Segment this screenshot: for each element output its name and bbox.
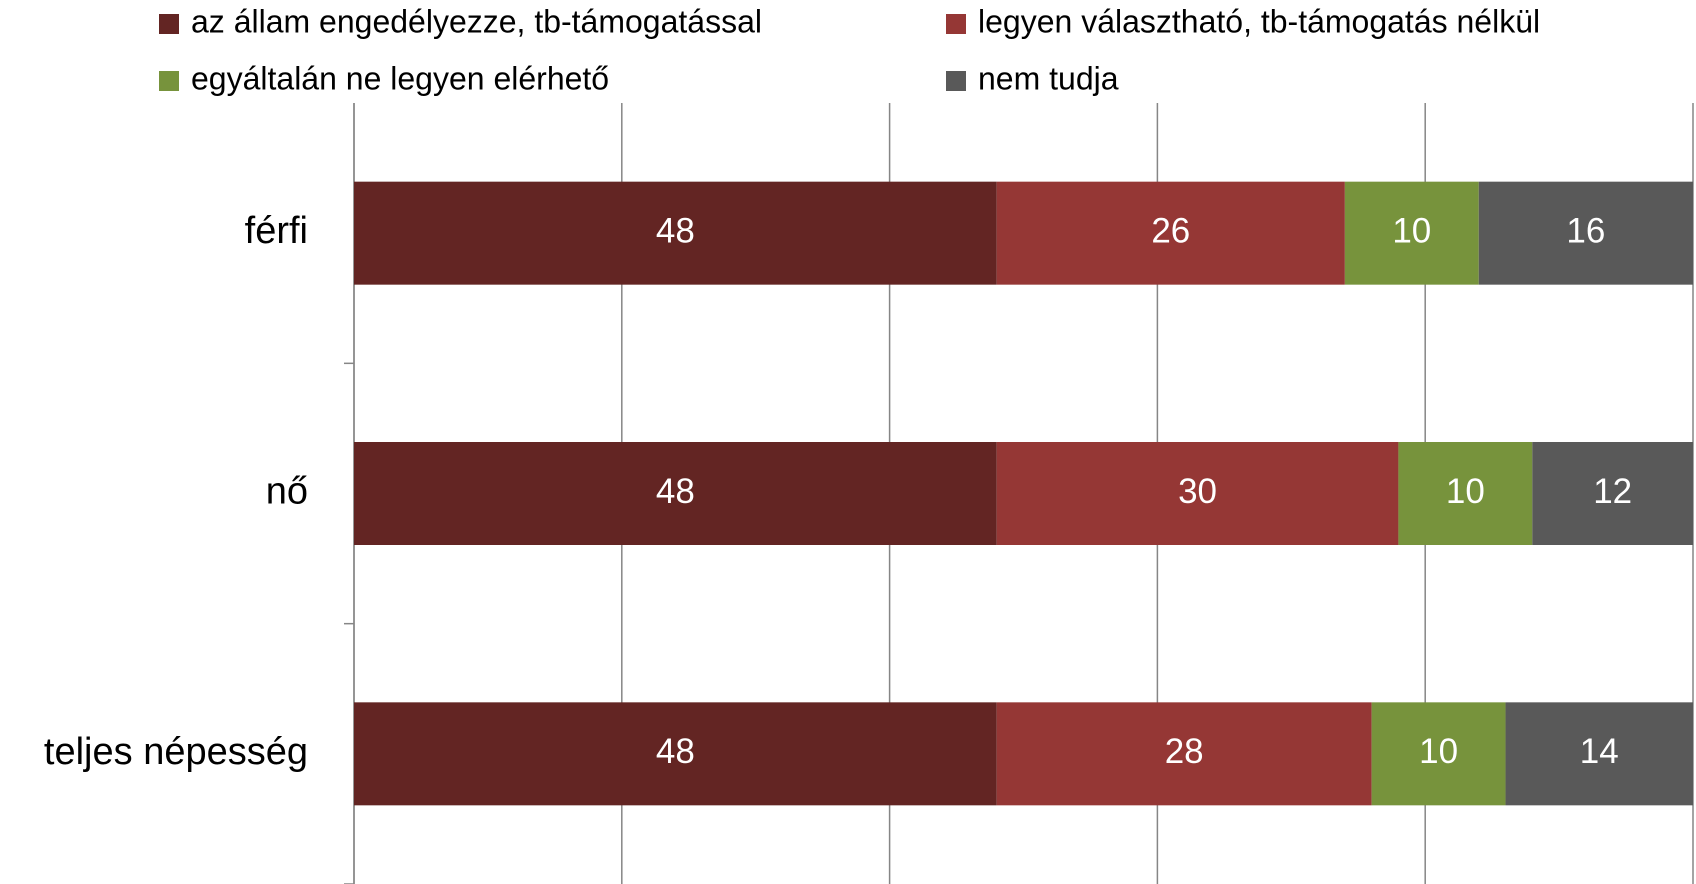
value-label: 30 — [1178, 472, 1217, 511]
value-label: 48 — [656, 211, 695, 250]
bar — [1371, 702, 1506, 806]
value-label: 14 — [1580, 732, 1619, 771]
value-label: 12 — [1593, 472, 1632, 511]
bar — [354, 442, 997, 545]
legend-label: nem tudja — [978, 60, 1119, 96]
legend-swatch — [946, 14, 966, 34]
value-label: 26 — [1151, 211, 1190, 250]
bar — [1398, 442, 1533, 545]
y-tick-label: férfi — [245, 210, 308, 252]
bar — [996, 181, 1345, 285]
bar — [354, 181, 997, 285]
bar — [996, 702, 1372, 806]
value-label: 28 — [1165, 732, 1204, 771]
y-tick-label: teljes népesség — [44, 731, 308, 773]
value-label: 10 — [1392, 211, 1431, 250]
value-label: 16 — [1566, 211, 1605, 250]
legend-label: legyen választható, tb-támogatás nélkül — [978, 3, 1540, 39]
bar — [1532, 442, 1693, 545]
value-label: 10 — [1446, 472, 1485, 511]
bar — [1505, 702, 1693, 806]
value-label: 48 — [656, 732, 695, 771]
legend-label: az állam engedélyezze, tb-támogatással — [191, 3, 762, 39]
value-label: 48 — [656, 472, 695, 511]
value-label: 10 — [1419, 732, 1458, 771]
legend-swatch — [159, 71, 179, 91]
y-tick-label: nő — [266, 471, 308, 513]
legend-swatch — [159, 14, 179, 34]
bar — [354, 702, 997, 806]
bar — [996, 442, 1399, 545]
legend-swatch — [946, 71, 966, 91]
bar — [1344, 181, 1479, 285]
bar — [1478, 181, 1693, 285]
legend-label: egyáltalán ne legyen elérhető — [191, 60, 609, 96]
